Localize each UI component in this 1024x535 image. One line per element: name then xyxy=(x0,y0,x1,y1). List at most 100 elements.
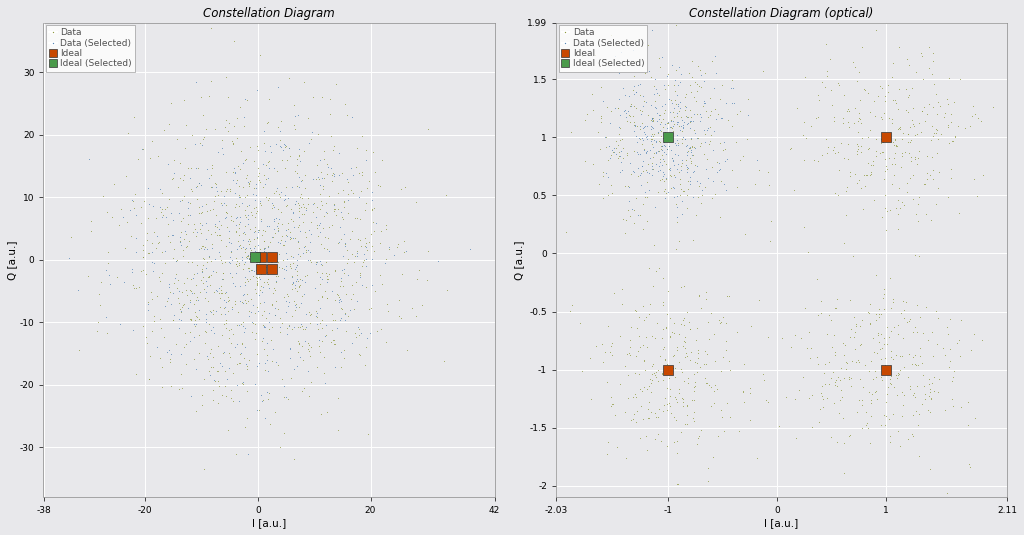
Point xyxy=(252,244,268,253)
Point xyxy=(603,30,620,39)
Point xyxy=(156,332,172,341)
Point xyxy=(843,325,859,333)
Point xyxy=(398,247,415,255)
Point xyxy=(315,147,332,156)
Point xyxy=(263,336,280,345)
Point xyxy=(701,136,718,145)
Point xyxy=(354,168,371,177)
Point xyxy=(408,198,424,207)
Point xyxy=(223,304,240,313)
Point xyxy=(740,95,757,103)
Point xyxy=(250,252,266,261)
Point xyxy=(301,139,317,148)
Point xyxy=(660,365,677,374)
Point xyxy=(645,114,662,123)
Point xyxy=(247,380,263,388)
Point xyxy=(636,356,652,365)
Point xyxy=(390,240,407,248)
Point xyxy=(267,264,284,272)
Point xyxy=(342,164,358,173)
Point xyxy=(261,420,278,429)
Point xyxy=(308,319,325,328)
Point xyxy=(622,335,638,344)
Point xyxy=(178,230,195,238)
Point xyxy=(158,212,174,221)
Point xyxy=(241,235,257,243)
Point xyxy=(259,270,275,278)
Point xyxy=(324,177,340,185)
Point xyxy=(178,340,195,349)
Point xyxy=(352,187,369,195)
Point xyxy=(208,286,224,295)
Point xyxy=(236,235,252,244)
Point xyxy=(190,314,207,323)
Point xyxy=(637,365,653,374)
Point xyxy=(212,294,228,302)
Point xyxy=(749,156,765,164)
Point xyxy=(531,103,548,112)
Point xyxy=(673,427,689,436)
Point xyxy=(231,224,248,233)
Point xyxy=(650,188,667,196)
Point xyxy=(847,345,863,354)
Point xyxy=(610,148,627,156)
Point xyxy=(878,133,894,142)
Point xyxy=(648,159,665,168)
Point xyxy=(658,442,675,450)
Point xyxy=(294,387,310,395)
Point xyxy=(941,73,957,82)
Point xyxy=(247,242,263,250)
Point xyxy=(656,184,673,193)
Point xyxy=(666,413,682,422)
Point xyxy=(175,301,191,309)
Point xyxy=(796,156,812,164)
Point xyxy=(242,252,258,261)
Point xyxy=(892,366,908,374)
Point xyxy=(112,319,128,328)
Point xyxy=(224,303,241,311)
Point xyxy=(820,358,837,366)
Point xyxy=(262,148,279,156)
Point xyxy=(918,210,934,218)
Point xyxy=(630,150,646,158)
Point xyxy=(366,227,382,235)
Point xyxy=(909,381,926,390)
Point xyxy=(166,245,182,254)
Point xyxy=(900,373,916,381)
Point xyxy=(901,137,918,146)
Point xyxy=(256,265,272,274)
Point xyxy=(621,111,637,119)
Point xyxy=(241,220,257,228)
Point xyxy=(853,119,869,127)
Point xyxy=(348,249,365,258)
Point xyxy=(828,438,845,446)
Point xyxy=(671,236,687,245)
Point xyxy=(662,399,678,407)
Point xyxy=(195,134,211,143)
Point xyxy=(913,49,930,58)
Point xyxy=(676,337,692,345)
Point xyxy=(340,189,356,198)
Point xyxy=(687,381,703,390)
Point xyxy=(255,283,271,292)
Point xyxy=(249,262,265,270)
Point xyxy=(683,88,699,96)
Point xyxy=(627,127,643,135)
Point xyxy=(677,419,693,428)
Point xyxy=(334,169,350,178)
Point xyxy=(625,111,641,120)
Point xyxy=(702,93,719,102)
Point xyxy=(852,114,868,123)
Point xyxy=(627,36,643,44)
Point xyxy=(949,339,966,347)
Point xyxy=(250,256,266,264)
Point xyxy=(703,309,720,317)
Point xyxy=(886,383,902,391)
Point xyxy=(921,374,937,383)
Point xyxy=(273,232,290,240)
Point xyxy=(372,238,388,247)
Point xyxy=(905,194,922,203)
Point xyxy=(201,319,217,328)
Point xyxy=(627,121,643,130)
Point xyxy=(610,141,627,149)
